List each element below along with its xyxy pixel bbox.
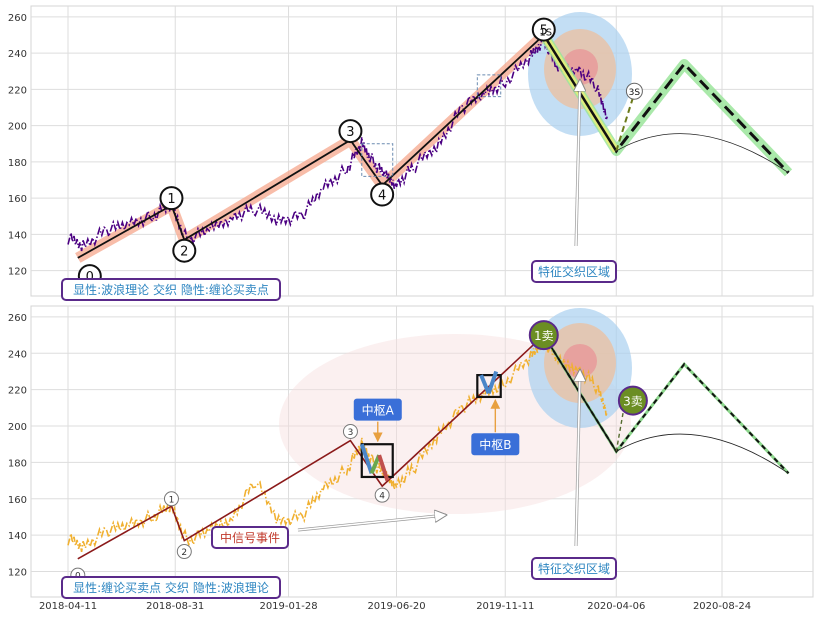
y-tick-label: 240 [8, 49, 27, 60]
x-tick-label: 2018-08-31 [146, 601, 204, 612]
arc-bottom [616, 433, 789, 474]
zone-arrow [576, 80, 580, 247]
series-line-top [67, 32, 608, 252]
wave-label-bottom: 1 [169, 495, 175, 505]
x-tick-label: 2018-04-11 [39, 601, 97, 612]
pivot-swing [486, 370, 499, 394]
sell-marker-3s [625, 82, 643, 100]
segment-line-bottom [77, 334, 545, 560]
sell-point-label: 1卖 [534, 329, 554, 343]
legend-text-bottom: 显性:缠论买卖点 交织 隐性:波浪理论 [73, 580, 269, 595]
y-tick-label: 180 [8, 158, 27, 169]
wave-label-top: 0 [86, 270, 94, 285]
x-tick-label: 2019-06-20 [367, 601, 425, 612]
wave-label-top: 4 [378, 189, 386, 204]
event-arrow [297, 515, 446, 531]
wave-label-bottom: 2 [181, 548, 187, 558]
x-tick-label: 2019-01-28 [259, 601, 317, 612]
sell-label-1s: 1S [539, 27, 552, 38]
y-tick-label: 220 [8, 85, 27, 96]
y-tick-label: 160 [8, 194, 27, 205]
zone-label-bottom-text: 特征交织区域 [538, 561, 610, 576]
y-tick-label: 220 [8, 386, 27, 397]
y-tick-label: 180 [8, 458, 27, 469]
sell-point-label: 3卖 [623, 395, 643, 409]
y-tick-label: 160 [8, 495, 27, 506]
wave-label-top: 1 [167, 192, 175, 207]
zone-arrow-bottom [576, 370, 580, 547]
wave-marker-bottom [342, 423, 358, 439]
sell-label-3s: 3S [629, 88, 641, 98]
pivot-box-top [361, 143, 394, 177]
pivot-box-top [476, 74, 502, 98]
y-tick-label: 200 [8, 122, 27, 133]
zone-label-bottom: 特征交织区域 [531, 557, 617, 580]
pivot-swing [479, 374, 491, 395]
sell-point-marker [528, 320, 559, 351]
wave-marker-bottom [163, 491, 179, 507]
legend-box-top: 显性:波浪理论 交织 隐性:缠论买卖点 [61, 278, 281, 301]
wave-marker-top [159, 186, 184, 211]
y-tick-label: 140 [8, 531, 27, 542]
y-tick-label: 240 [8, 349, 27, 360]
x-tick-label: 2019-11-11 [476, 601, 534, 612]
wave-marker-top [370, 182, 395, 207]
x-tick-label: 2020-04-06 [587, 601, 645, 612]
wave-marker-top [531, 17, 556, 42]
arc-top [616, 133, 789, 174]
pivot-swing [369, 454, 381, 475]
pivot-label: 中枢A [362, 403, 395, 418]
wave-label-bottom: 4 [379, 492, 385, 502]
wave-label-top: 5 [540, 24, 548, 39]
pivot-box-bottom [476, 374, 502, 399]
retest-line-top [615, 92, 636, 152]
zone-label-top-text: 特征交织区域 [538, 264, 610, 279]
y-tick-label: 260 [8, 13, 27, 24]
wave-marker-top [172, 238, 197, 263]
wave-label-top: 2 [180, 245, 188, 260]
y-tick-label: 200 [8, 422, 27, 433]
wave-marker-top [338, 119, 363, 144]
event-label: 中信号事件 [211, 526, 289, 549]
wave-line-top [77, 34, 545, 259]
pivot-swing [359, 443, 374, 474]
bottom-panel: 中枢A中枢B012341卖3卖 120140160180200220240260… [8, 305, 814, 612]
y-tick-label: 140 [8, 230, 27, 241]
sell-point-marker [617, 385, 648, 416]
projection-line-top [542, 34, 790, 174]
bottom-plot-area [30, 305, 814, 598]
legend-text-top: 显性:波浪理论 交织 隐性:缠论买卖点 [73, 282, 269, 297]
wave-label-top: 3 [346, 125, 354, 140]
x-tick-label: 2020-08-24 [693, 601, 751, 612]
pivot-box-bottom [360, 443, 394, 479]
projection-line-bottom [542, 334, 790, 474]
y-tick-label: 120 [8, 568, 27, 579]
y-tick-label: 260 [8, 313, 27, 324]
pivot-label-box [353, 398, 402, 421]
top-panel: 0 1 2 3 4 51S 3S 120 140 160 180 200 220 240 260 显性:波… [8, 5, 814, 301]
wave-label-bottom: 3 [348, 428, 354, 438]
legend-box-bottom: 显性:缠论买卖点 交织 隐性:波浪理论 [61, 576, 281, 599]
wave-marker-bottom [374, 487, 390, 503]
y-tick-label: 120 [8, 267, 27, 278]
event-label-text: 中信号事件 [220, 530, 280, 545]
pivot-label: 中枢B [479, 437, 511, 452]
pivot-swing [377, 454, 390, 482]
zone-label-top: 特征交织区域 [531, 260, 617, 283]
zone-core-bottom [563, 344, 597, 378]
wave-marker-bottom [176, 544, 192, 560]
pivot-label-box [471, 433, 520, 456]
